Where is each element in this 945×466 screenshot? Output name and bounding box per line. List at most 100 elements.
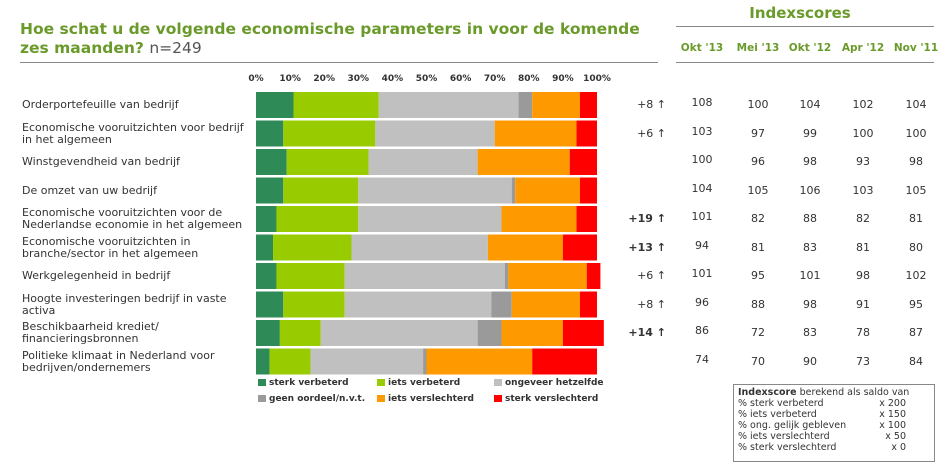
- index-score: 81: [909, 212, 923, 225]
- index-score: 98: [856, 269, 870, 282]
- legend-swatch: [377, 379, 385, 386]
- x-tick-label: 10%: [279, 74, 301, 84]
- bar-segment-sterk-verbeterd: [256, 291, 284, 318]
- index-score: 105: [905, 183, 927, 197]
- index-score: 83: [803, 326, 817, 339]
- index-score: 100: [747, 98, 769, 111]
- row-label: Winstgevendheid van bedrijf: [22, 155, 180, 168]
- index-score: 100: [691, 153, 713, 166]
- index-score: 104: [799, 98, 821, 111]
- index-score: 91: [856, 297, 870, 311]
- bar-segment-sterk-verslechterd: [569, 149, 597, 175]
- x-tick-label: 90%: [552, 74, 574, 84]
- bar-segment-sterk-verslechterd: [576, 120, 597, 147]
- bar-segment-ongeveer-hetzelfde: [310, 348, 424, 375]
- bar-segment-sterk-verslechterd: [532, 348, 597, 375]
- legend-swatch: [494, 395, 502, 402]
- index-score: 80: [909, 240, 923, 254]
- index-score: 84: [909, 354, 923, 368]
- bar-segment-iets-verbeterd: [293, 92, 379, 118]
- index-score: 95: [909, 297, 923, 311]
- info-row-label: % iets verbeterd: [738, 409, 817, 420]
- bar-segment-sterk-verbeterd: [256, 92, 294, 118]
- info-row-factor: x 100: [879, 420, 906, 431]
- bar-segment-sterk-verbeterd: [256, 177, 284, 204]
- index-score: 95: [751, 269, 765, 282]
- x-tick-label: 0%: [248, 74, 264, 84]
- row-label: Economische vooruitzichten voor bedrijf …: [22, 120, 244, 146]
- bar-segment-geen-oordeel: [491, 291, 512, 318]
- change-indicator: +6 ↑: [637, 126, 666, 140]
- legend-label: iets verbeterd: [388, 378, 461, 388]
- x-tick-label: 30%: [347, 74, 370, 84]
- index-score: 88: [751, 297, 765, 311]
- legend-item: geen oordeel/n.v.t.: [258, 394, 365, 404]
- legend-swatch: [258, 379, 266, 386]
- index-score: 81: [751, 240, 765, 254]
- bar-segment-iets-verbeterd: [279, 320, 321, 346]
- index-header-rule-right: [676, 62, 934, 63]
- bar-segment-iets-verslechterd: [494, 120, 577, 147]
- index-score: 98: [803, 155, 817, 168]
- bar-segment-iets-verbeterd: [276, 263, 345, 289]
- info-row: % ong. gelijk gebleven x 100: [734, 420, 934, 431]
- index-score: 96: [751, 155, 765, 168]
- change-indicator: +6 ↑: [637, 269, 666, 282]
- bar-segment-sterk-verslechterd: [562, 234, 597, 261]
- index-score: 100: [905, 126, 927, 140]
- row-label: Economische vooruitzichten in branche/se…: [22, 234, 199, 260]
- index-score: 102: [905, 269, 927, 282]
- legend-label: sterk verslechterd: [505, 394, 599, 404]
- row-label: Economische vooruitzichten voor de Neder…: [22, 206, 243, 231]
- x-tick-label: 20%: [313, 74, 335, 84]
- index-header: Okt '12: [788, 42, 832, 54]
- index-score: 97: [751, 126, 765, 140]
- index-score: 102: [852, 98, 874, 111]
- index-score: 72: [751, 326, 765, 339]
- bar-segment-iets-verslechterd: [426, 348, 533, 375]
- bar-segment-iets-verslechterd: [532, 92, 580, 118]
- change-indicator: +13 ↑: [628, 240, 666, 254]
- bar-segment-geen-oordeel: [518, 92, 533, 118]
- x-tick-label: 50%: [415, 74, 438, 84]
- bar-segment-sterk-verslechterd: [579, 291, 597, 318]
- bar-segment-iets-verbeterd: [286, 149, 369, 175]
- bar-segment-sterk-verbeterd: [256, 263, 277, 289]
- bar-segment-ongeveer-hetzelfde: [351, 234, 488, 261]
- index-header: Nov '11: [893, 42, 939, 54]
- index-score: 87: [909, 326, 923, 339]
- bar-segment-iets-verslechterd: [515, 177, 580, 204]
- change-indicator: +8 ↑: [637, 297, 666, 311]
- x-tick-label: 80%: [518, 74, 540, 84]
- row-label: Orderportefeuille van bedrijf: [22, 98, 179, 111]
- bar-segment-ongeveer-hetzelfde: [344, 291, 492, 318]
- index-score: 104: [905, 98, 927, 111]
- bar-segment-sterk-verbeterd: [256, 120, 284, 147]
- index-score: 103: [852, 183, 874, 197]
- bar-segment-sterk-verslechterd: [586, 263, 601, 289]
- info-row: % sterk verbeterd x 200: [734, 398, 934, 409]
- legend-item: iets verslechterd: [377, 394, 474, 404]
- bar-segment-geen-oordeel: [423, 348, 427, 375]
- legend-item: sterk verbeterd: [258, 378, 349, 388]
- index-score: 106: [799, 183, 821, 197]
- bar-segment-sterk-verbeterd: [256, 348, 270, 375]
- legend-item: ongeveer hetzelfde: [494, 378, 604, 388]
- index-score: 105: [747, 183, 769, 197]
- change-indicator: +14 ↑: [628, 326, 666, 339]
- row-label: De omzet van uw bedrijf: [22, 183, 157, 197]
- index-score: 101: [799, 269, 821, 282]
- index-score: 98: [803, 297, 817, 311]
- index-score: 83: [803, 240, 817, 254]
- row-label: Beschikbaarheid krediet/ financieringsbr…: [22, 320, 159, 345]
- bar-segment-ongeveer-hetzelfde: [344, 263, 505, 289]
- row-label: Hoogte investeringen bedrijf in vaste ac…: [22, 291, 227, 317]
- x-tick-label: 70%: [483, 74, 506, 84]
- info-row: % sterk verslechterd x 0: [734, 442, 934, 453]
- bar-segment-iets-verslechterd: [501, 206, 577, 232]
- bar-segment-ongeveer-hetzelfde: [368, 149, 478, 175]
- bar-segment-sterk-verslechterd: [562, 320, 604, 346]
- change-indicator: +19 ↑: [628, 212, 666, 225]
- bar-segment-iets-verslechterd: [487, 234, 563, 261]
